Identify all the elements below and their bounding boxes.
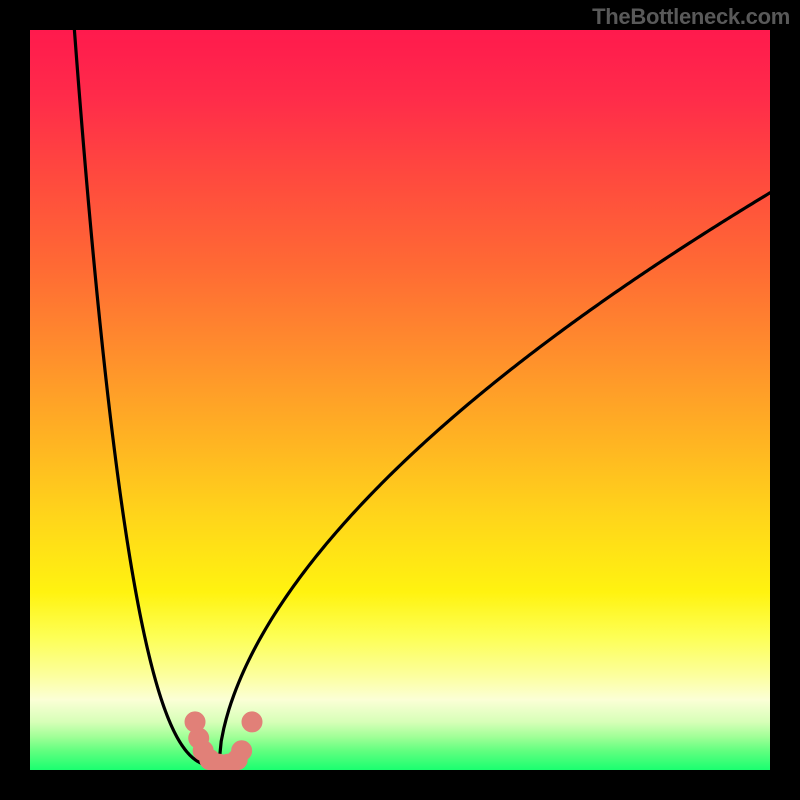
- chart-container: TheBottleneck.com: [0, 0, 800, 800]
- chart-background: [30, 30, 770, 770]
- watermark-text: TheBottleneck.com: [592, 4, 790, 30]
- data-marker: [242, 712, 262, 732]
- bottleneck-chart: [0, 0, 800, 800]
- data-marker: [232, 741, 252, 761]
